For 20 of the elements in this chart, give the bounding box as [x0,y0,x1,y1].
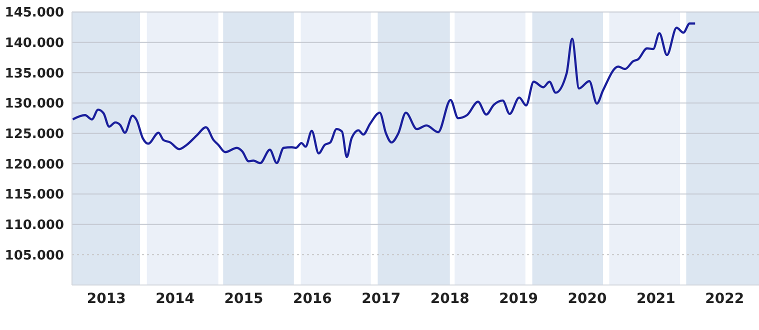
y-tick-label: 115.000 [4,188,64,203]
x-tick-label: 2014 [156,290,195,307]
y-tick-label: 130.000 [4,96,64,112]
x-tick-label: 2016 [292,290,332,307]
y-tick-label: 105.000 [4,248,64,264]
y-tick-label: 120.000 [4,157,64,172]
y-tick-label: 140.000 [4,36,64,51]
y-tick-label: 110.000 [4,218,64,233]
y-tick-label: 135.000 [4,66,64,82]
line-series [72,22,696,164]
x-tick-label: 2020 [568,290,607,307]
x-tick-label: 2018 [430,290,470,307]
x-tick-label: 2021 [636,290,676,307]
x-tick-label: 2015 [224,290,264,307]
y-tick-label: 125.000 [4,126,64,142]
y-tick-label: 145.000 [4,6,64,21]
x-tick-label: 2013 [86,290,126,307]
x-tick-label: 2017 [362,290,401,307]
x-tick-label: 2019 [499,290,538,307]
x-tick-label: 2022 [705,290,744,307]
